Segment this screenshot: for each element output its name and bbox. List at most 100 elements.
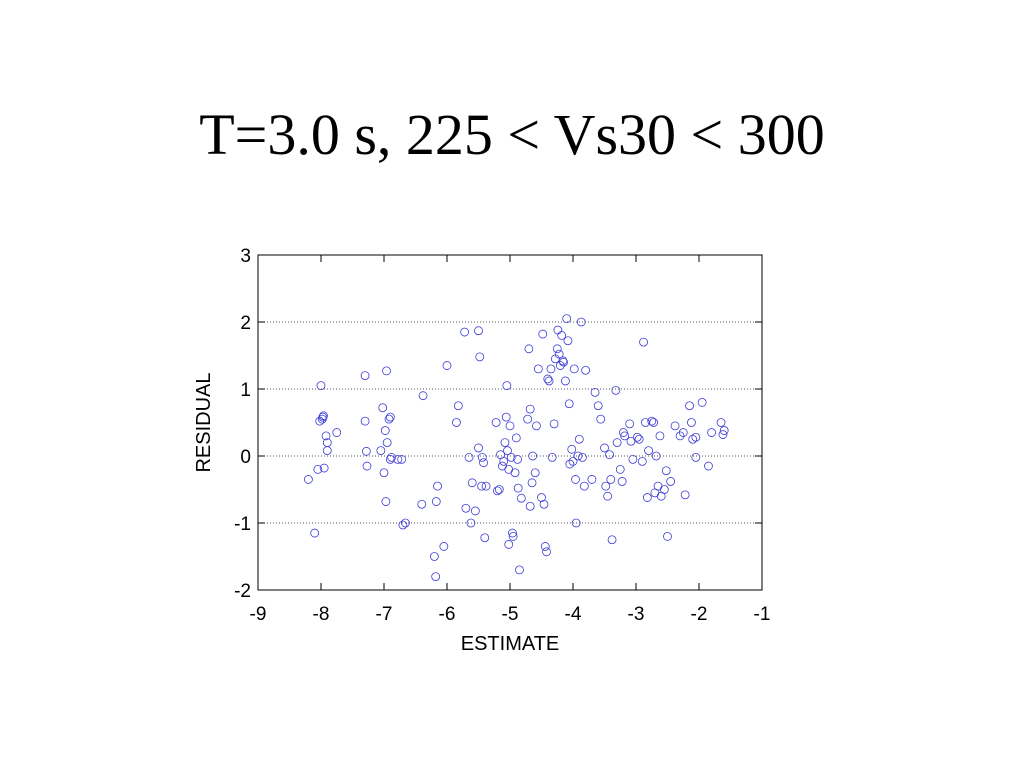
scatter-point [587, 475, 597, 484]
scatter-point [581, 365, 590, 375]
scatter-point [538, 329, 548, 339]
scatter-point [504, 464, 514, 474]
scatter-point [653, 481, 663, 491]
scatter-point [385, 412, 395, 422]
scatter-point [316, 381, 326, 391]
x-tick-label: -4 [565, 604, 582, 625]
scatter-point [524, 344, 534, 354]
x-tick-label: -9 [250, 604, 267, 625]
scatter-point [540, 542, 550, 551]
scatter-point [397, 454, 407, 464]
scatter-point [663, 532, 672, 541]
scatter-point [716, 418, 726, 427]
scatter-point [620, 431, 630, 441]
scatter-point [539, 499, 549, 509]
y-tick-label: 1 [240, 380, 251, 401]
y-axis-label: RESIDUAL [193, 372, 215, 472]
scatter-point [506, 452, 516, 462]
scatter-point [567, 444, 577, 454]
scatter-point [547, 452, 557, 462]
scatter-point [685, 401, 694, 411]
scatter-point [605, 450, 614, 460]
scatter-point [579, 481, 589, 491]
y-tick-label: 2 [240, 313, 251, 334]
scatter-point [313, 464, 323, 474]
scatter-point [360, 371, 370, 381]
scatter-point [513, 454, 522, 464]
plot-frame [257, 254, 763, 591]
y-tick-label: 0 [240, 447, 251, 468]
scatter-point [511, 433, 521, 443]
scatter-point [556, 361, 565, 370]
scatter-point [525, 404, 535, 414]
scatter-point [632, 432, 642, 442]
scatter-point [439, 542, 449, 551]
scatter-point [603, 491, 613, 501]
x-tick-label: -7 [376, 604, 393, 625]
scatter-point [688, 434, 698, 444]
scatter-point [464, 452, 474, 462]
scatter-point [332, 428, 342, 437]
scatter-point [460, 327, 470, 337]
scatter-point [475, 352, 485, 362]
scatter-point [563, 336, 573, 346]
scatter-point [474, 443, 483, 453]
scatter-point [647, 416, 657, 426]
x-axis-label: ESTIMATE [461, 633, 560, 655]
scatter-point [401, 518, 410, 528]
scatter-point [310, 528, 320, 538]
scatter-point [670, 421, 680, 431]
y-tick-label: -2 [234, 581, 251, 602]
x-tick-label: -6 [439, 604, 456, 625]
scatter-point [639, 337, 648, 347]
scatter-point [659, 485, 669, 494]
scatter-point [474, 326, 483, 336]
scatter-point [542, 547, 551, 557]
scatter-point [321, 431, 331, 441]
scatter-point [380, 426, 390, 435]
scatter-point [600, 443, 609, 453]
scatter-point [574, 434, 584, 444]
scatter-point [607, 535, 617, 545]
scatter-point [718, 430, 728, 439]
scatter-point [691, 432, 701, 442]
scatter-point [513, 483, 523, 493]
scatter-point [615, 464, 625, 474]
scatter-point [508, 528, 517, 538]
scatter-point [382, 438, 392, 448]
scatter-point [571, 518, 581, 528]
scatter-point [552, 344, 562, 354]
scatter-point [537, 493, 546, 502]
scatter-point [596, 414, 606, 424]
scatter-point [544, 376, 554, 386]
scatter-point [501, 412, 511, 422]
scatter-point [525, 501, 535, 511]
scatter-point [431, 497, 441, 506]
scatter-point [417, 499, 427, 509]
x-tick-label: -8 [313, 604, 330, 625]
scatter-point [361, 446, 371, 456]
scatter-point [644, 446, 653, 456]
scatter-point [502, 381, 512, 391]
scatter-point [381, 497, 391, 506]
scatter-point [504, 540, 514, 549]
scatter-point [453, 401, 463, 411]
scatter-point [527, 478, 537, 488]
scatter-point [433, 481, 442, 491]
scatter-point [477, 481, 487, 491]
scatter-point [558, 356, 568, 366]
y-tick-label: 3 [240, 246, 251, 267]
x-tick-label: -3 [628, 604, 645, 625]
x-tick-label: -5 [502, 604, 519, 625]
scatter-point [707, 428, 716, 437]
scatter-point [508, 532, 518, 541]
scatter-point [503, 446, 512, 456]
scatter-point [378, 403, 388, 413]
scatter-point [376, 446, 386, 456]
scatter-point [379, 468, 389, 478]
scatter-point [387, 452, 396, 462]
scatter-point [429, 552, 439, 561]
scatter-point [470, 506, 480, 516]
scatter-point [642, 493, 652, 502]
